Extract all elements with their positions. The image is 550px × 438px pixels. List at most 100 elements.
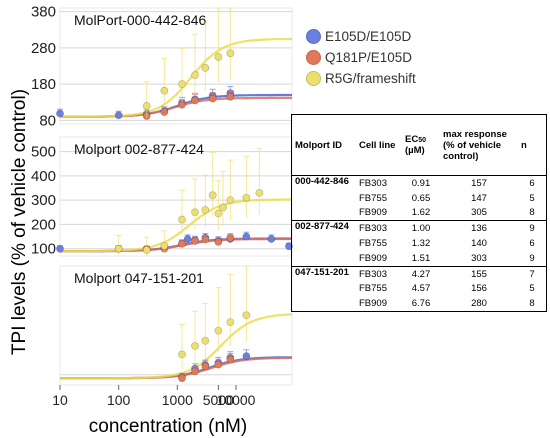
data-point — [255, 188, 264, 197]
y-tick-label: 180 — [31, 76, 56, 93]
y-tick-label: 400 — [31, 168, 56, 185]
table-header-row: Molport ID Cell line EC50 (µM) max respo… — [291, 114, 547, 176]
data-point — [242, 352, 251, 360]
cell-line: FB303 — [359, 177, 387, 189]
panel-title: Molport 047-151-201 — [74, 270, 204, 286]
data-point — [242, 232, 251, 241]
col-n: n — [518, 114, 547, 176]
n-value: 7 — [529, 268, 535, 280]
y-tick-label: 300 — [31, 192, 56, 209]
table-row: FB755 0.65 147 5 — [292, 191, 547, 206]
data-point — [178, 239, 186, 248]
table-row: 047-151-201 FB303 4.27 155 7 — [292, 266, 547, 281]
max-response-value: 136 — [471, 223, 487, 235]
col-cell-line: Cell line — [356, 114, 402, 176]
table-row: FB755 4.57 156 5 — [292, 282, 547, 297]
y-tick-label: 380 — [31, 4, 56, 21]
legend-item-e105d: E105D/E105D — [306, 26, 416, 47]
col-ec50-main: EC — [405, 134, 419, 145]
x-tick-label: 10 — [52, 392, 68, 408]
ec50-value: 6.76 — [411, 298, 431, 310]
table-row: FB909 1.51 303 9 — [292, 250, 547, 267]
fit-curve — [60, 96, 292, 118]
fit-curve — [60, 313, 293, 380]
data-point — [267, 235, 276, 243]
data-point — [191, 208, 199, 217]
legend-swatch-r5g — [306, 71, 321, 86]
max-response-value: 156 — [471, 283, 487, 295]
cell-line: FB755 — [359, 238, 387, 250]
data-point — [214, 238, 223, 246]
table-row: FB755 1.32 140 6 — [292, 236, 547, 251]
n-value: 9 — [518, 250, 547, 267]
n-value: 6 — [529, 238, 535, 250]
n-value: 5 — [529, 192, 535, 204]
data-point — [226, 233, 235, 242]
panel-frame — [59, 265, 293, 386]
legend-label-e105d: E105D/E105D — [325, 29, 412, 44]
data-point — [214, 53, 223, 61]
data-point — [214, 360, 223, 369]
molport-id: 002-877-424 — [291, 220, 356, 267]
data-point — [160, 86, 169, 95]
panel-3: Molport 047-151-201 — [59, 265, 293, 386]
molport-id: 000-442-846 — [291, 175, 356, 222]
data-point — [178, 80, 186, 89]
data-point — [226, 196, 235, 205]
data-point — [201, 362, 210, 371]
n-value: 6 — [529, 177, 535, 189]
data-point — [226, 318, 235, 326]
ec50-value: 0.65 — [411, 192, 431, 204]
data-point — [191, 96, 199, 105]
n-value: 8 — [529, 298, 535, 310]
panel-2: 100 200 300 400 500 Molport 002-877-424 — [31, 136, 293, 258]
x-tick-label: 5000 — [203, 392, 234, 408]
data-point — [226, 355, 235, 364]
col-ec50: EC50 (µM) — [402, 114, 440, 176]
n-value: 5 — [529, 283, 535, 295]
ec50-value: 4.57 — [411, 283, 431, 295]
table-row: 000-442-846 FB303 0.91 157 6 — [291, 175, 547, 222]
ec50-value: 1.51 — [402, 250, 440, 267]
x-axis-label: concentration (nM) — [89, 416, 247, 437]
max-response-value: 157 — [471, 177, 487, 189]
x-tick-label: 10000 — [217, 392, 256, 408]
data-point — [201, 235, 210, 244]
legend: E105D/E105D Q181P/E105D R5G/frameshift — [306, 26, 416, 89]
panels: 80 180 280 380 MolPort-000-442-846 100 200 300 4… — [31, 4, 293, 386]
data-point — [191, 341, 199, 350]
panel-title: MolPort-000-442-846 — [74, 12, 207, 28]
data-point — [201, 205, 210, 214]
col-molport-id: Molport ID — [291, 114, 356, 176]
data-point — [178, 100, 186, 109]
ec50-value: 1.32 — [411, 238, 431, 250]
legend-item-r5g: R5G/frameshift — [306, 68, 416, 89]
data-point — [219, 203, 227, 212]
data-point — [183, 235, 192, 243]
col-ec50-unit: (µM) — [405, 145, 425, 156]
x-tick-label: 100 — [107, 392, 131, 408]
data-point — [242, 311, 251, 320]
data-point — [208, 191, 217, 200]
max-response-value: 305 — [440, 205, 518, 222]
ec50-value: 4.27 — [411, 268, 431, 280]
y-tick-label: 200 — [31, 216, 56, 233]
cell-line: FB303 — [359, 223, 387, 235]
panel-title: Molport 002-877-424 — [74, 141, 204, 157]
data-point — [114, 244, 123, 253]
legend-swatch-q181p — [306, 50, 321, 65]
ec50-value: 1.62 — [402, 205, 440, 222]
data-point — [56, 109, 64, 118]
data-point — [178, 350, 186, 359]
y-tick-label: 280 — [31, 40, 56, 57]
max-response-value: 155 — [471, 268, 487, 280]
max-response-value: 303 — [440, 250, 518, 267]
panel-1: 80 180 280 380 MolPort-000-442-846 — [31, 4, 293, 129]
data-point — [201, 336, 210, 345]
ec50-value: 1.00 — [411, 223, 431, 235]
max-response-value: 140 — [471, 238, 487, 250]
data-point — [226, 92, 235, 101]
n-value: 8 — [518, 205, 547, 222]
legend-label-q181p: Q181P/E105D — [325, 50, 413, 65]
